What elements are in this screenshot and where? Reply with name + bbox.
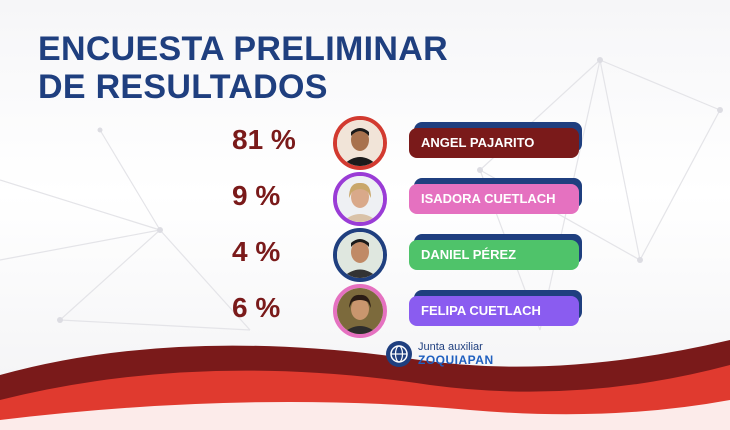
candidate-avatar: [333, 116, 387, 170]
candidate-name: ISADORA CUETLACH: [409, 184, 579, 214]
candidate-avatar: [333, 228, 387, 282]
candidate-percent: 6 %: [232, 292, 281, 323]
brand-line-1: Junta auxiliar: [418, 341, 483, 353]
candidate-row: 6 % FELIPA CUETLACH: [0, 282, 730, 338]
person-icon: [337, 232, 383, 278]
candidate-row: 4 % DANIEL PÉREZ: [0, 226, 730, 282]
brand-line-2: ZOQUIAPAN: [418, 353, 494, 367]
candidate-name: FELIPA CUETLACH: [409, 296, 579, 326]
title-line-1: ENCUESTA PRELIMINAR: [38, 30, 448, 68]
candidate-percent: 81 %: [232, 124, 296, 155]
brand-logo: Junta auxiliar ZOQUIAPAN: [386, 341, 506, 369]
title-line-2: DE RESULTADOS: [38, 68, 328, 106]
candidate-avatar: [333, 284, 387, 338]
globe-icon: [386, 341, 412, 367]
candidate-name: DANIEL PÉREZ: [409, 240, 579, 270]
candidate-name: ANGEL PAJARITO: [409, 128, 579, 158]
page-title: ENCUESTA PRELIMINAR DE RESULTADOS: [38, 30, 448, 106]
candidate-percent: 4 %: [232, 236, 281, 267]
person-icon: [337, 176, 383, 222]
candidate-row: 81 % ANGEL PAJARITO: [0, 114, 730, 170]
candidate-row: 9 % ISADORA CUETLACH: [0, 170, 730, 226]
candidate-percent: 9 %: [232, 180, 281, 211]
candidate-avatar: [333, 172, 387, 226]
person-icon: [337, 288, 383, 334]
bottom-wave: [0, 340, 730, 430]
person-icon: [337, 120, 383, 166]
